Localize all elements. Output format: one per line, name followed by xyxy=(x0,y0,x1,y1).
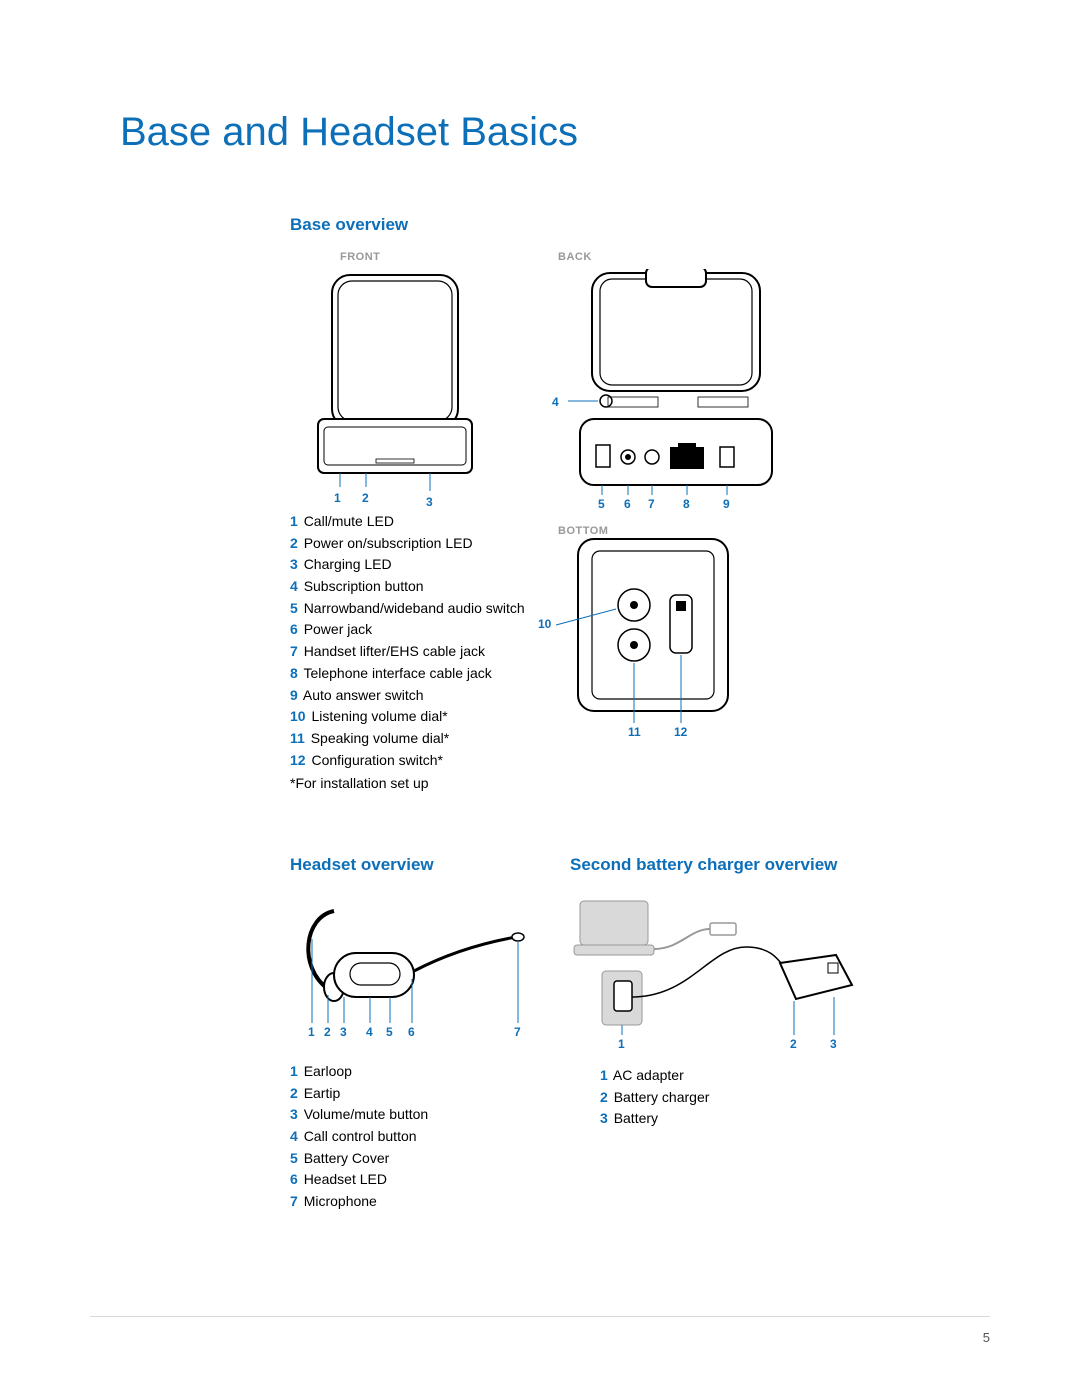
back-callout-9: 9 xyxy=(723,497,730,511)
bottom-callout-10: 10 xyxy=(538,617,551,631)
bottom-callout-11: 11 xyxy=(628,725,641,739)
base-section: Base overview FRONT xyxy=(290,215,990,795)
back-callout-5: 5 xyxy=(598,497,605,511)
front-callout-3: 3 xyxy=(426,495,433,509)
base-front-diagram: 1 2 3 xyxy=(290,269,550,499)
back-callout-8: 8 xyxy=(683,497,690,511)
headset-callout-3: 3 xyxy=(340,1025,347,1039)
charger-section: Second battery charger overview xyxy=(570,855,890,1213)
headset-legend: 1 Earloop 2 Eartip 3 Volume/mute button … xyxy=(290,1061,570,1213)
charger-callout-2: 2 xyxy=(790,1037,797,1051)
headset-diagram: 1 2 3 4 5 6 7 xyxy=(290,893,570,1043)
headset-section: Headset overview xyxy=(290,855,570,1213)
front-label: FRONT xyxy=(340,251,380,263)
charger-callout-3: 3 xyxy=(830,1037,837,1051)
base-overview-heading: Base overview xyxy=(290,215,990,235)
charger-overview-heading: Second battery charger overview xyxy=(570,855,890,875)
footer-rule xyxy=(90,1316,990,1317)
page-number: 5 xyxy=(983,1330,990,1345)
headset-callout-7: 7 xyxy=(514,1025,521,1039)
headset-callout-2: 2 xyxy=(324,1025,331,1039)
headset-callout-6: 6 xyxy=(408,1025,415,1039)
page-title: Base and Headset Basics xyxy=(120,110,990,155)
back-callout-7: 7 xyxy=(648,497,655,511)
back-label: BACK xyxy=(558,251,592,263)
back-callout-4: 4 xyxy=(552,395,559,409)
headset-callout-4: 4 xyxy=(366,1025,373,1039)
base-bottom-diagram: 10 11 12 xyxy=(550,535,850,735)
bottom-callout-12: 12 xyxy=(674,725,687,739)
charger-legend: 1 AC adapter 2 Battery charger 3 Battery xyxy=(600,1065,890,1130)
content-area: Base overview FRONT xyxy=(120,215,990,1213)
back-callout-6: 6 xyxy=(624,497,631,511)
charger-callout-1: 1 xyxy=(618,1037,625,1051)
front-callout-1: 1 xyxy=(334,491,341,505)
charger-diagram: 1 2 3 xyxy=(570,893,890,1043)
base-back-diagram: 4 5 6 7 8 9 xyxy=(550,269,850,509)
front-callout-2: 2 xyxy=(362,491,369,505)
headset-callout-5: 5 xyxy=(386,1025,393,1039)
headset-overview-heading: Headset overview xyxy=(290,855,570,875)
headset-callout-1: 1 xyxy=(308,1025,315,1039)
